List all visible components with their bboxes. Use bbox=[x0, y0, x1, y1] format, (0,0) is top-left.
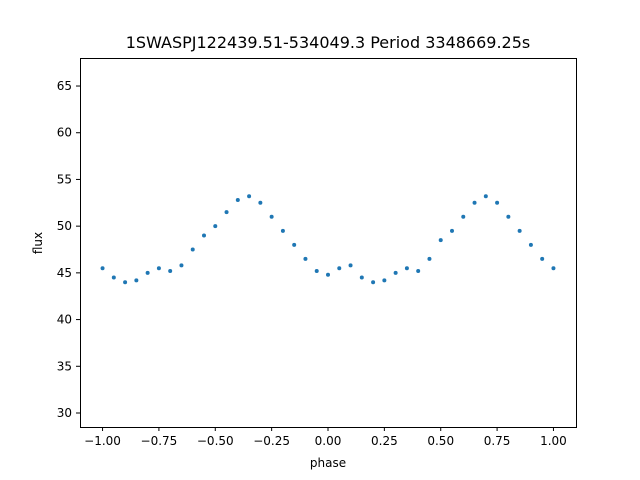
data-point bbox=[190, 247, 195, 252]
y-tick-label: 35 bbox=[57, 359, 72, 373]
scatter-points bbox=[100, 194, 556, 285]
data-point bbox=[156, 266, 161, 271]
x-axis-label: phase bbox=[310, 456, 346, 470]
y-tick-label: 60 bbox=[57, 126, 72, 140]
x-axis: −1.00 −0.75 −0.50 −0.25 0.00 0.25 0.50 0.75 1.00 bbox=[84, 427, 567, 448]
chart-title: 1SWASPJ122439.51-534049.3 Period 3348669… bbox=[126, 33, 531, 52]
data-point bbox=[269, 214, 274, 219]
data-point bbox=[326, 272, 330, 277]
data-point bbox=[506, 214, 511, 219]
data-point bbox=[314, 268, 319, 273]
data-point bbox=[382, 278, 387, 283]
y-tick-label: 50 bbox=[57, 219, 72, 233]
data-point bbox=[348, 263, 353, 268]
data-point bbox=[540, 256, 545, 261]
data-point bbox=[393, 270, 398, 275]
x-tick-label: 0.50 bbox=[427, 434, 454, 448]
data-point bbox=[202, 233, 206, 238]
data-point bbox=[224, 210, 229, 215]
data-point bbox=[483, 194, 488, 199]
y-tick-label: 65 bbox=[57, 79, 72, 93]
data-point bbox=[427, 256, 432, 261]
data-point bbox=[280, 228, 285, 233]
data-point bbox=[450, 228, 454, 233]
data-point bbox=[472, 200, 477, 205]
data-point bbox=[134, 278, 139, 283]
y-tick-label: 45 bbox=[57, 266, 72, 280]
data-point bbox=[404, 266, 409, 271]
data-point bbox=[292, 242, 297, 247]
x-tick-label: −0.25 bbox=[253, 434, 290, 448]
data-point bbox=[438, 238, 443, 243]
x-tick-label: −0.50 bbox=[197, 434, 234, 448]
data-point bbox=[111, 275, 116, 280]
data-point bbox=[145, 270, 150, 275]
data-point bbox=[551, 266, 556, 271]
x-tick-label: 0.00 bbox=[315, 434, 342, 448]
data-point bbox=[168, 268, 173, 273]
y-tick-label: 40 bbox=[57, 313, 72, 327]
x-tick-label: 1.00 bbox=[540, 434, 567, 448]
x-tick-label: −1.00 bbox=[84, 434, 121, 448]
data-point bbox=[303, 256, 308, 261]
y-tick-label: 55 bbox=[57, 172, 72, 186]
x-tick-label: 0.75 bbox=[484, 434, 511, 448]
data-point bbox=[517, 228, 522, 233]
y-axis-label: flux bbox=[31, 232, 45, 254]
data-point bbox=[213, 224, 218, 229]
data-point bbox=[258, 200, 263, 205]
x-tick-label: −0.75 bbox=[141, 434, 178, 448]
data-point bbox=[337, 266, 342, 271]
y-axis: 30 35 40 45 50 55 60 65 bbox=[57, 79, 80, 420]
data-point bbox=[235, 197, 240, 202]
x-tick-label: 0.25 bbox=[371, 434, 398, 448]
data-point bbox=[123, 280, 128, 285]
data-point bbox=[416, 268, 421, 273]
data-point bbox=[495, 200, 500, 205]
data-point bbox=[100, 266, 105, 271]
y-tick-label: 30 bbox=[57, 406, 72, 420]
data-point bbox=[179, 263, 184, 268]
data-point bbox=[528, 242, 533, 247]
data-point bbox=[359, 275, 364, 280]
data-point bbox=[371, 280, 376, 285]
data-point bbox=[247, 194, 252, 199]
data-point bbox=[461, 214, 466, 219]
